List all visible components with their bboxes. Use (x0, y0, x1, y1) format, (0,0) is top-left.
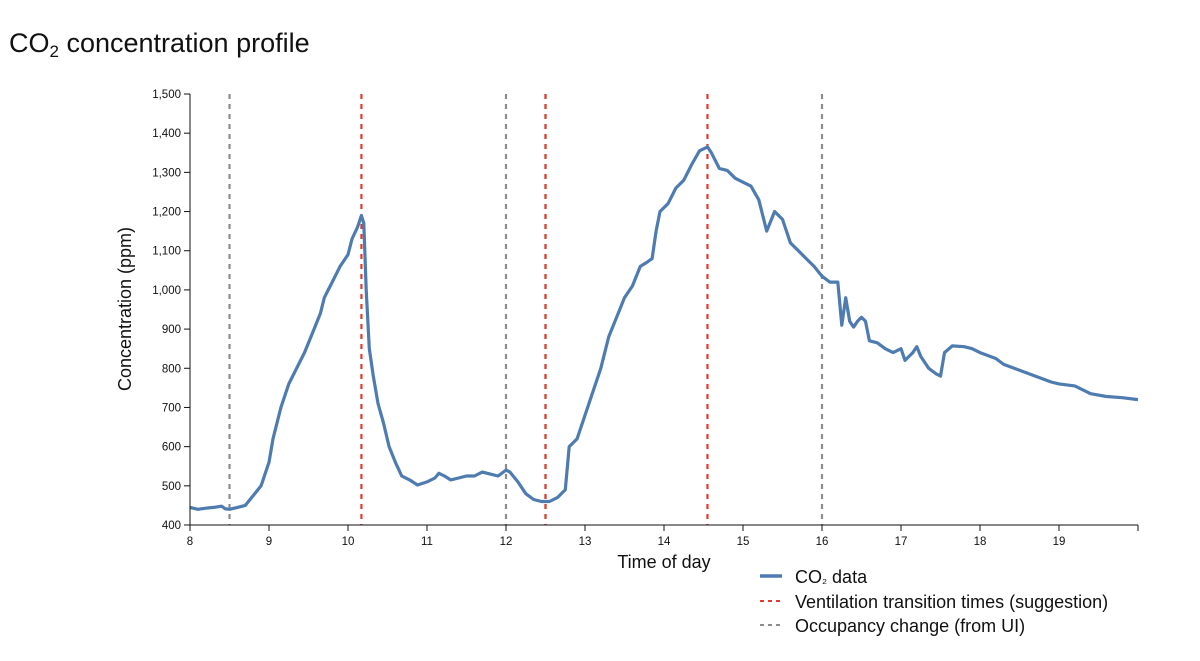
x-tick-label: 19 (1053, 536, 1066, 548)
y-tick-label: 900 (162, 324, 181, 336)
x-tick-label: 18 (974, 536, 987, 548)
title-text-rest: concentration profile (58, 28, 310, 58)
chart-title: CO2 concentration profile (9, 28, 310, 62)
legend-label-data: CO₂ data (795, 567, 868, 587)
x-tick-label: 11 (421, 536, 433, 548)
x-tick-label: 16 (816, 536, 829, 548)
y-tick-label: 1,000 (152, 285, 181, 297)
y-tick-label: 1,200 (152, 207, 181, 219)
co2-data-line (189, 145, 1139, 511)
title-text: CO (9, 28, 50, 58)
legend-label-occupancy: Occupancy change (from UI) (795, 616, 1025, 636)
y-tick-label: 1,500 (152, 89, 181, 101)
x-tick-label: 17 (895, 536, 908, 548)
axes: 400 500 600 700 800 900 1,000 1,100 1,200 1,300 1,… (152, 89, 1139, 548)
y-tick-label: 600 (162, 442, 181, 454)
x-tick-label: 8 (187, 536, 193, 548)
legend: CO₂ data Ventilation transition times (s… (760, 567, 1108, 636)
x-tick-label: 14 (658, 536, 671, 548)
y-axis-label: Concentration (ppm) (115, 227, 135, 391)
y-tick-label: 800 (162, 363, 181, 375)
x-tick-label: 9 (266, 536, 272, 548)
x-tick-label: 15 (737, 536, 750, 548)
y-tick-label: 700 (162, 402, 181, 414)
title-subscript: 2 (49, 42, 59, 61)
x-tick-label: 10 (342, 536, 355, 548)
x-tick-label: 13 (579, 536, 592, 548)
x-axis-label: Time of day (617, 552, 710, 572)
y-tick-label: 1,400 (152, 128, 181, 140)
x-tick-label: 12 (500, 536, 513, 548)
y-tick-label: 1,100 (152, 246, 181, 258)
y-tick-label: 400 (162, 520, 181, 532)
y-tick-label: 500 (162, 481, 181, 493)
legend-label-ventilation: Ventilation transition times (suggestion… (795, 592, 1108, 612)
y-tick-label: 1,300 (152, 167, 181, 179)
vertical-markers (228, 94, 824, 525)
